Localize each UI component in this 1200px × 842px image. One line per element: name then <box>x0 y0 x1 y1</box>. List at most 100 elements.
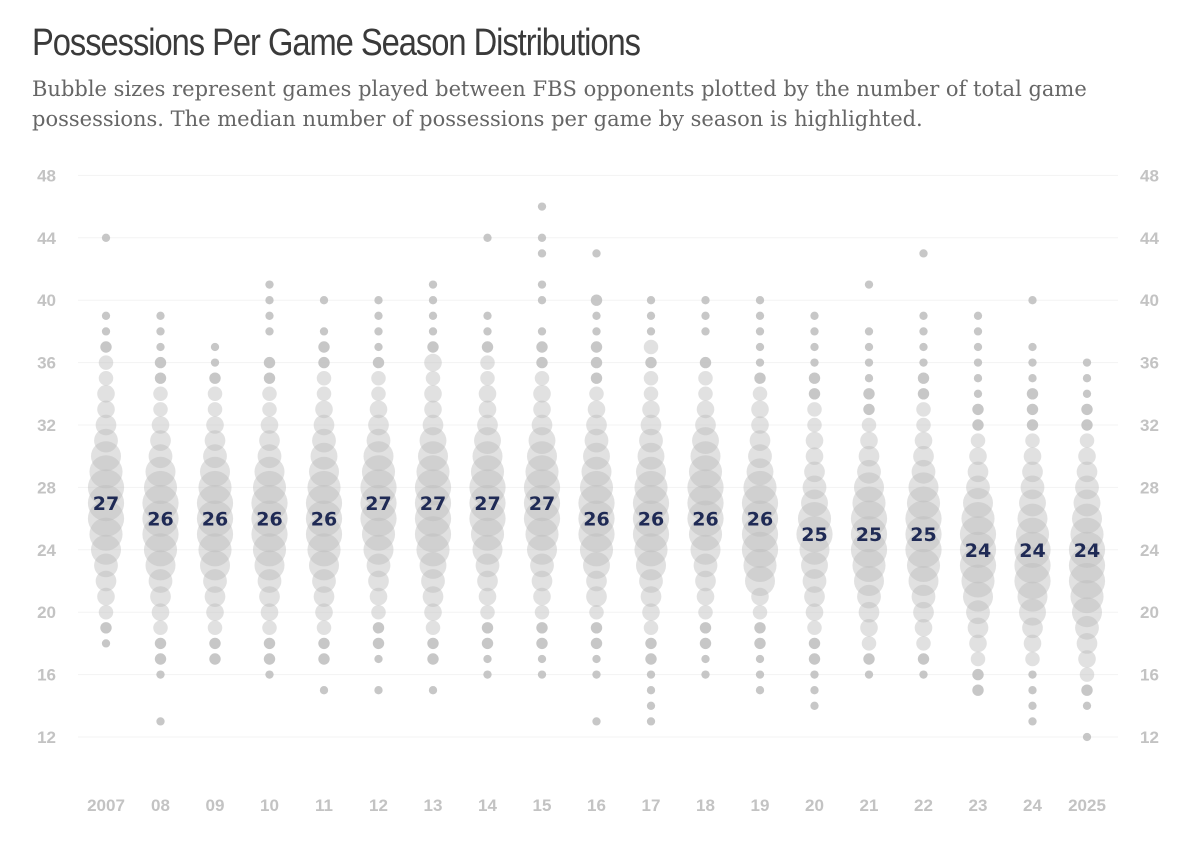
bubble <box>1028 374 1037 383</box>
bubble <box>919 327 928 336</box>
bubble <box>687 484 724 522</box>
bubble <box>154 356 167 369</box>
bubble <box>1028 717 1037 726</box>
bubble <box>646 717 656 726</box>
bubble <box>963 581 993 612</box>
bubble <box>263 356 276 369</box>
bubble <box>318 356 330 369</box>
y-tick-label: 48 <box>37 166 56 185</box>
bubble <box>265 670 274 679</box>
bubble <box>313 414 335 436</box>
bubble <box>917 653 930 665</box>
x-tick-label: 08 <box>151 796 170 815</box>
bubble <box>469 484 506 522</box>
bubble <box>536 341 548 353</box>
bubble <box>207 402 223 417</box>
bubble <box>643 620 659 636</box>
bubble <box>472 534 503 565</box>
bubble <box>371 604 386 620</box>
bubble <box>1022 461 1043 483</box>
bubble <box>478 400 497 419</box>
bubble <box>637 442 665 470</box>
bubble <box>632 484 670 522</box>
bubble <box>690 534 721 565</box>
bubble <box>204 430 226 451</box>
bubble <box>1028 296 1037 305</box>
season-bubbles <box>305 296 343 695</box>
bubble <box>260 416 279 434</box>
bubble <box>424 400 442 419</box>
bubble <box>578 516 615 553</box>
bubble <box>973 311 983 320</box>
bubble <box>861 636 877 651</box>
bubble <box>97 587 115 606</box>
bubble <box>808 653 821 665</box>
bubble <box>360 500 397 537</box>
x-tick-label: 20 <box>805 796 824 815</box>
bubble <box>206 603 224 621</box>
bubble <box>537 327 547 336</box>
bubble <box>259 430 280 451</box>
bubble <box>371 370 386 386</box>
chart-subtitle: Bubble sizes represent games played betw… <box>32 77 1087 131</box>
bubble <box>371 386 386 402</box>
bubble <box>590 356 603 369</box>
bubble <box>913 445 934 467</box>
bubble <box>154 372 167 384</box>
bubble <box>143 533 178 567</box>
bubble <box>1014 531 1051 568</box>
bubble <box>525 455 559 489</box>
bubble <box>1028 701 1037 710</box>
bubble <box>151 603 170 621</box>
bubble <box>972 684 984 696</box>
bubble <box>592 327 601 336</box>
bubble <box>470 517 505 551</box>
bubble <box>474 427 501 455</box>
bubble <box>1068 562 1106 600</box>
bubble <box>919 311 928 320</box>
y-tick-label: 24 <box>1140 541 1159 560</box>
bubble <box>961 564 995 598</box>
bubble <box>646 670 656 679</box>
bubble <box>701 311 710 320</box>
bubble <box>754 637 766 650</box>
bubble <box>755 358 765 367</box>
median-labels: 27 26 26 26 26 27 27 27 27 26 26 26 26 25 25 25 24 24 24 <box>93 493 1100 562</box>
bubble <box>589 386 604 402</box>
bubble <box>643 339 659 355</box>
bubble <box>91 534 121 565</box>
y-tick-label: 32 <box>37 416 56 435</box>
bubble <box>422 414 444 436</box>
bubble <box>810 701 819 710</box>
bubble <box>807 620 822 636</box>
bubble <box>583 442 610 470</box>
bubble <box>478 385 497 403</box>
bubble <box>860 431 878 450</box>
bubble <box>427 637 439 650</box>
bubble <box>483 670 492 679</box>
bubble <box>142 516 179 553</box>
season-bubbles <box>687 296 724 679</box>
bubble <box>642 400 660 419</box>
bubble <box>469 469 506 506</box>
x-tick-label: 14 <box>478 796 497 815</box>
bubble <box>313 586 335 607</box>
bubble <box>481 622 494 634</box>
median-label: 27 <box>420 493 446 515</box>
bubble <box>959 516 997 553</box>
bubble <box>645 637 657 650</box>
bubble <box>316 386 332 402</box>
bubble <box>755 327 765 336</box>
bubble <box>534 604 550 620</box>
bubble <box>749 430 771 451</box>
bubble <box>1028 342 1037 352</box>
bubble <box>472 441 503 472</box>
x-tick-label: 12 <box>369 796 388 815</box>
bubble <box>209 637 221 650</box>
bubble <box>368 570 389 592</box>
bubble <box>206 416 224 434</box>
bubble <box>972 403 984 416</box>
bubble <box>533 400 551 419</box>
bubble <box>1019 489 1046 517</box>
bubble <box>1073 489 1101 517</box>
